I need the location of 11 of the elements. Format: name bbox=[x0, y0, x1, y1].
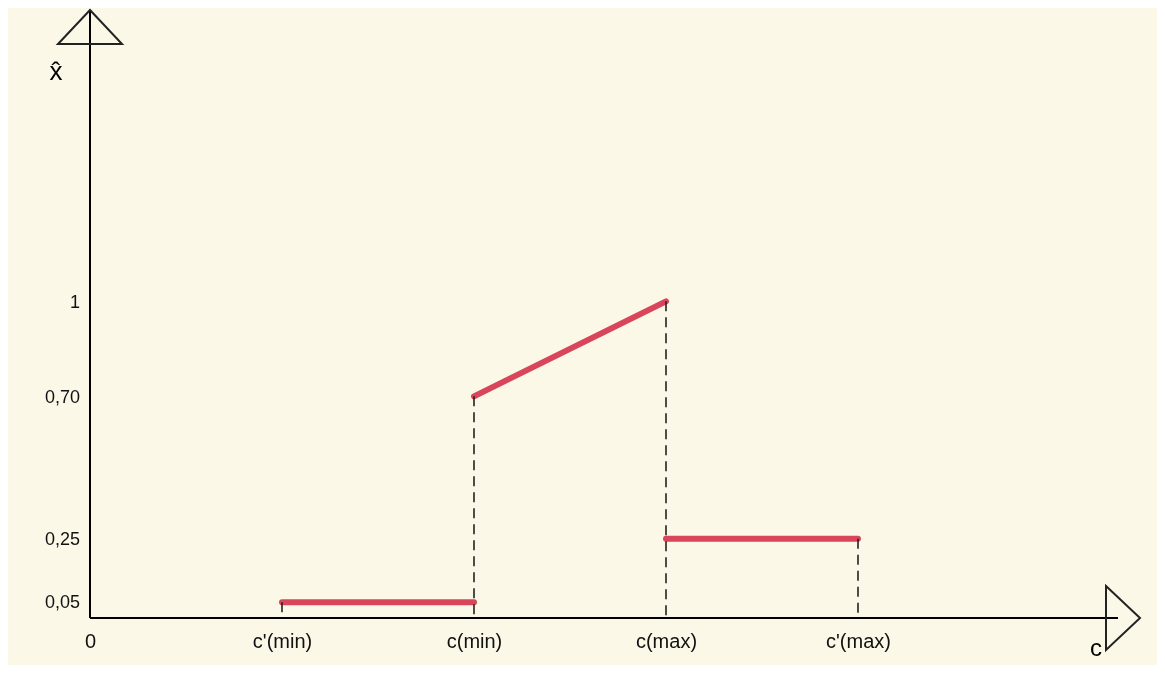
y-tick-label: 0,70 bbox=[44, 386, 80, 407]
y-tick-label: 1 bbox=[69, 291, 80, 312]
x-tick-label: c'(min) bbox=[252, 630, 313, 653]
x-tick-label: c'(max) bbox=[826, 630, 891, 653]
y-tick-label: 0,05 bbox=[44, 592, 80, 613]
text: c bbox=[1090, 634, 1102, 661]
x-tick-label: c(max) bbox=[635, 630, 698, 653]
x-tick-label: c(min) bbox=[446, 630, 503, 653]
y-axis-title: x̂ bbox=[49, 56, 63, 86]
y-tick-label: 0,25 bbox=[44, 529, 80, 550]
x-tick-label: 0 bbox=[84, 630, 97, 653]
